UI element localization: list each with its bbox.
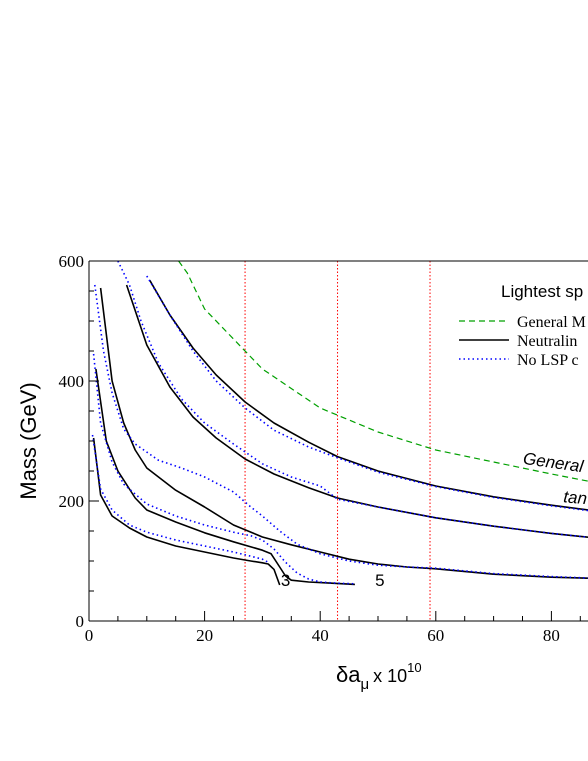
legend-entry-1: Neutralin: [517, 333, 577, 350]
legend-entry-2: No LSP c: [517, 352, 579, 369]
plot-area: [91, 261, 588, 621]
series-line-7: [95, 368, 355, 586]
y-tick-label: 600: [59, 252, 85, 271]
series-line-3: [125, 284, 588, 539]
x-axis-label-sub: μ: [360, 676, 369, 693]
x-axis-label-suffix: x 10: [373, 666, 407, 686]
x-axis-label: δaμ x 1010: [336, 660, 422, 693]
legend-title: Lightest sp: [501, 282, 583, 301]
series-line-6: [94, 284, 588, 579]
series-line-10: [91, 434, 269, 563]
curve-label-3: 5: [375, 571, 384, 590]
series-line-5: [99, 287, 588, 579]
series-line-2: [146, 275, 588, 512]
x-tick-label: 0: [85, 626, 94, 645]
y-axis-label: Mass (GeV): [16, 382, 41, 499]
axis-ticks: 0 20 40 60 80 0 200 400 600: [59, 252, 581, 645]
series-line-8: [92, 353, 355, 585]
curve-label-2: 3: [281, 571, 290, 590]
x-tick-label: 80: [543, 626, 560, 645]
y-tick-label: 400: [59, 372, 85, 391]
series-line-4: [117, 261, 588, 539]
legend: Lightest sp General M Neutralin No LSP c: [459, 282, 586, 369]
curve-label-0: General: [522, 449, 586, 476]
x-tick-label: 20: [196, 626, 213, 645]
x-tick-label: 60: [427, 626, 444, 645]
y-tick-label: 0: [76, 612, 85, 631]
x-axis-label-main: δa: [336, 662, 361, 687]
legend-entry-0: General M: [517, 314, 586, 331]
curve-label-1: tan: [563, 487, 588, 508]
series-line-9: [92, 437, 281, 586]
series-line-0: [178, 261, 588, 482]
x-axis-label-exp: 10: [407, 660, 421, 675]
x-tick-label: 40: [312, 626, 329, 645]
y-tick-label: 200: [59, 492, 85, 511]
